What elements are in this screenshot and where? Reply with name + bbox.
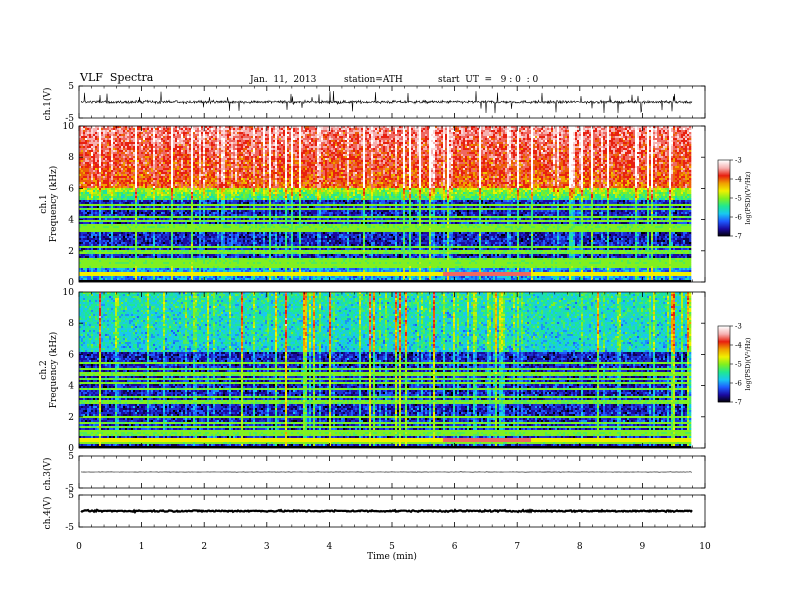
- colorbar-ch2-spectrogram: [718, 326, 730, 402]
- ytick-label-ch1-spectrogram-8: 8: [68, 153, 74, 163]
- xtick-label-6: 6: [452, 542, 458, 552]
- ytick-label-ch1-spectrogram-0: 0: [68, 278, 74, 288]
- colorbar-tick-ch1-spectrogram--5: -5: [735, 195, 742, 203]
- colorbar-ch1-spectrogram: [718, 160, 730, 236]
- ytick-label-ch1-spectrogram-10: 10: [63, 122, 75, 132]
- colorbar-tick-ch2-spectrogram--5: -5: [735, 361, 742, 369]
- xtick-label-0: 0: [76, 542, 82, 552]
- xtick-label-2: 2: [201, 542, 207, 552]
- svg-text:ch.1(V): ch.1(V): [42, 88, 53, 121]
- ylabel-ch1-spectrogram: ch.1 Frequency (kHz): [39, 166, 59, 243]
- spectrogram-ch2-spectrogram: [79, 292, 691, 448]
- xtick-label-7: 7: [514, 542, 520, 552]
- colorbar-tick-ch2-spectrogram--6: -6: [735, 380, 742, 388]
- xtick-label-1: 1: [139, 542, 145, 552]
- xtick-label-3: 3: [264, 542, 270, 552]
- ylabel-ch1-waveform: ch.1(V): [42, 88, 53, 121]
- ytick-label-ch2-spectrogram-8: 8: [68, 319, 74, 329]
- xtick-label-5: 5: [389, 542, 395, 552]
- ytick-label-ch1-spectrogram-6: 6: [68, 184, 74, 194]
- spectrogram-ch1-spectrogram: [79, 126, 691, 282]
- xaxis-label: Time (min): [367, 551, 417, 562]
- waveform-trace-5: [81, 510, 692, 512]
- xtick-label-9: 9: [640, 542, 646, 552]
- ytick-label-p1-top: 5: [68, 82, 74, 92]
- waveform-trace-1: [81, 91, 692, 113]
- waveform-trace-4: [81, 472, 692, 473]
- colorbar-label-ch1-spectrogram: log(PSD)(V²/Hz): [744, 171, 752, 224]
- colorbar-tick-ch2-spectrogram--7: -7: [735, 399, 742, 407]
- ytick-label-ch2-spectrogram-2: 2: [68, 413, 74, 423]
- ylabel-ch2-spectrogram: ch.2 Frequency (kHz): [39, 332, 59, 409]
- xtick-label-8: 8: [577, 542, 583, 552]
- ytick-label-ch2-spectrogram-6: 6: [68, 350, 74, 360]
- ylabel-ch3-waveform: ch.3(V): [42, 458, 53, 491]
- ytick-label-ch2-spectrogram-4: 4: [68, 382, 74, 392]
- xtick-label-4: 4: [327, 542, 333, 552]
- vlf-spectra-figure: 5-5ch.1(V)0246810ch.1 Frequency (kHz)-3-4…: [0, 0, 792, 612]
- ytick-label-p5-top: 5: [68, 491, 74, 501]
- ytick-label-p4-top: 5: [68, 452, 74, 462]
- colorbar-tick-ch1-spectrogram--3: -3: [735, 157, 742, 165]
- colorbar-tick-ch1-spectrogram--6: -6: [735, 214, 742, 222]
- colorbar-tick-ch2-spectrogram--3: -3: [735, 323, 742, 331]
- colorbar-tick-ch2-spectrogram--4: -4: [735, 342, 742, 350]
- ylabel-ch4-waveform: ch.4(V): [42, 497, 53, 530]
- xtick-label-10: 10: [699, 542, 711, 552]
- ytick-label-ch2-spectrogram-10: 10: [63, 288, 75, 298]
- colorbar-tick-ch1-spectrogram--4: -4: [735, 176, 742, 184]
- ytick-label-ch1-spectrogram-4: 4: [68, 216, 74, 226]
- colorbar-label-ch2-spectrogram: log(PSD)(V²/Hz): [744, 337, 752, 390]
- colorbar-tick-ch1-spectrogram--7: -7: [735, 233, 742, 241]
- ytick-label-p5-bottom: -5: [65, 523, 74, 533]
- ytick-label-ch1-spectrogram-2: 2: [68, 247, 74, 257]
